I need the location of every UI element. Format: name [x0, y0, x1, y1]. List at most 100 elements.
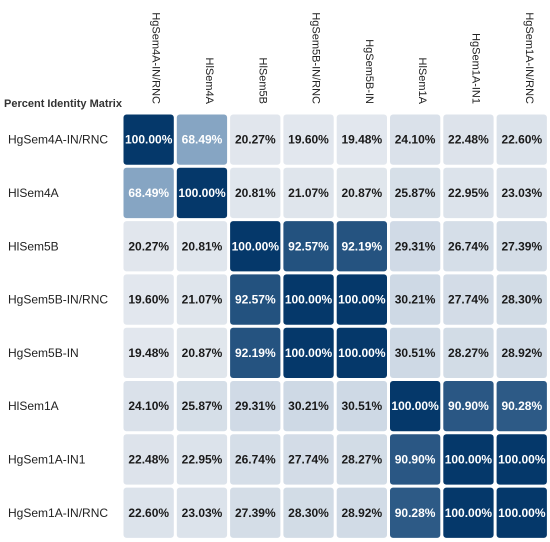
heatmap-cell-hlsem1a-hlsem1a	[390, 381, 441, 432]
cell-value-label: 28.27%	[341, 452, 382, 466]
cell-value-label: 25.87%	[182, 399, 223, 413]
heatmap-cell-hlsem5b-hgsem1a-in1	[443, 221, 494, 272]
row-label-hgsem4a-in-rnc: HgSem4A-IN/RNC	[8, 133, 108, 147]
column-label-hlsem5b: HlSem5B	[256, 58, 268, 104]
heatmap-cell-hlsem1a-hgsem4a-in-rnc	[123, 381, 174, 432]
column-label-hgsem5b-in: HgSem5B-IN	[363, 39, 375, 104]
heatmap-cell-hgsem1a-in-rnc-hgsem1a-in-rnc	[496, 487, 547, 538]
cell-value-label: 22.60%	[128, 506, 169, 520]
row-label-hgsem5b-in: HgSem5B-IN	[8, 346, 79, 360]
heatmap-cell-hlsem4a-hgsem1a-in-rnc	[496, 167, 547, 219]
cell-value-label: 20.87%	[341, 186, 382, 200]
row-label-hlsem4a: HlSem4A	[8, 186, 59, 200]
heatmap-cell-hlsem5b-hlsem4a	[176, 221, 228, 272]
heatmap-cell-hlsem1a-hgsem1a-in1	[443, 381, 494, 432]
heatmap-cell-hgsem4a-in-rnc-hgsem1a-in1	[443, 114, 494, 165]
heatmap-cell-hlsem1a-hgsem5b-in	[336, 381, 387, 432]
cell-value-label: 19.60%	[128, 293, 169, 307]
heatmap-cell-hgsem5b-in-rnc-hlsem1a	[390, 274, 441, 325]
column-label-hlsem1a: HlSem1A	[416, 58, 428, 105]
cell-value-label: 21.07%	[182, 293, 223, 307]
heatmap-cell-hgsem1a-in-rnc-hlsem4a	[176, 487, 228, 538]
cell-value-label: 27.74%	[448, 293, 489, 307]
heatmap-cell-hgsem5b-in-hgsem5b-in	[336, 327, 387, 378]
heatmap-cell-hlsem4a-hlsem1a	[390, 167, 441, 219]
cell-value-label: 22.48%	[448, 133, 489, 147]
heatmap-cell-hlsem4a-hgsem5b-in	[336, 167, 387, 219]
cell-value-label: 92.57%	[288, 239, 329, 253]
cell-value-label: 90.28%	[395, 506, 436, 520]
cell-value-label: 29.31%	[395, 239, 436, 253]
heatmap-cell-hgsem5b-in-hlsem1a	[390, 327, 441, 378]
heatmap-cell-hgsem5b-in-hlsem5b	[230, 327, 281, 378]
heatmap-cell-hgsem5b-in-rnc-hgsem5b-in	[336, 274, 387, 325]
cell-value-label: 20.81%	[235, 186, 276, 200]
column-label-hgsem5b-in-rnc: HgSem5B-IN/RNC	[310, 12, 322, 104]
cell-value-label: 68.49%	[128, 186, 169, 200]
cell-value-label: 26.74%	[235, 452, 276, 466]
heatmap-cell-hlsem1a-hgsem1a-in-rnc	[496, 381, 547, 432]
heatmap-cell-hlsem5b-hlsem5b	[230, 221, 281, 272]
heatmap-cell-hgsem5b-in-rnc-hgsem1a-in-rnc	[496, 274, 547, 325]
column-label-hgsem1a-in1: HgSem1A-IN1	[469, 33, 481, 104]
heatmap-cell-hlsem1a-hlsem5b	[230, 381, 281, 432]
heatmap-cell-hlsem5b-hgsem1a-in-rnc	[496, 221, 547, 272]
heatmap-cell-hlsem5b-hgsem5b-in-rnc	[283, 221, 334, 272]
heatmap-cell-hgsem4a-in-rnc-hlsem1a	[390, 114, 441, 165]
cell-value-label: 90.90%	[448, 399, 489, 413]
heatmap-cell-hlsem4a-hgsem1a-in1	[443, 167, 494, 219]
heatmap-cell-hgsem5b-in-rnc-hgsem5b-in-rnc	[283, 274, 334, 325]
cell-value-label: 28.30%	[501, 293, 542, 307]
cell-value-label: 100.00%	[445, 506, 493, 520]
heatmap-cell-hgsem5b-in-hgsem1a-in1	[443, 327, 494, 378]
heatmap-cell-hgsem5b-in-rnc-hlsem5b	[230, 274, 281, 325]
cell-value-label: 100.00%	[445, 452, 493, 466]
cell-value-label: 100.00%	[391, 399, 439, 413]
heatmap-cell-hlsem4a-hgsem4a-in-rnc	[123, 167, 174, 219]
heatmap-cell-hgsem1a-in1-hgsem1a-in-rnc	[496, 434, 547, 485]
heatmap-cell-hgsem1a-in1-hlsem1a	[390, 434, 441, 485]
cell-value-label: 19.60%	[288, 133, 329, 147]
matrix-cells: 100.00% 68.49% 20.27% 19.60% 19.48% 24.10% 22.…	[123, 114, 547, 538]
heatmap-cell-hgsem1a-in1-hgsem5b-in	[336, 434, 387, 485]
cell-value-label: 20.87%	[182, 346, 223, 360]
cell-value-label: 30.51%	[395, 346, 436, 360]
row-label-hgsem1a-in1: HgSem1A-IN1	[8, 452, 86, 466]
column-label-hgsem1a-in-rnc: HgSem1A-IN/RNC	[523, 12, 535, 104]
cell-value-label: 22.95%	[182, 452, 223, 466]
row-label-hgsem5b-in-rnc: HgSem5B-IN/RNC	[8, 293, 108, 307]
heatmap-cell-hgsem1a-in-rnc-hgsem5b-in-rnc	[283, 487, 334, 538]
cell-value-label: 28.30%	[288, 506, 329, 520]
heatmap-cell-hgsem5b-in-rnc-hlsem4a	[176, 274, 228, 325]
heatmap-cell-hlsem5b-hlsem1a	[390, 221, 441, 272]
chart-title: Percent Identity Matrix	[4, 98, 123, 110]
cell-value-label: 22.95%	[448, 186, 489, 200]
cell-value-label: 28.92%	[341, 506, 382, 520]
cell-value-label: 20.27%	[235, 133, 276, 147]
heatmap-cell-hgsem4a-in-rnc-hlsem5b	[230, 114, 281, 165]
cell-value-label: 30.21%	[395, 293, 436, 307]
cell-value-label: 24.10%	[395, 133, 436, 147]
cell-value-label: 92.57%	[235, 293, 276, 307]
cell-value-label: 100.00%	[285, 293, 333, 307]
heatmap-cell-hlsem1a-hgsem5b-in-rnc	[283, 381, 334, 432]
heatmap-cell-hgsem5b-in-rnc-hgsem1a-in1	[443, 274, 494, 325]
heatmap-cell-hgsem1a-in-rnc-hlsem5b	[230, 487, 281, 538]
heatmap-cell-hlsem5b-hgsem5b-in	[336, 221, 387, 272]
cell-value-label: 20.27%	[128, 239, 169, 253]
heatmap-cell-hlsem1a-hlsem4a	[176, 381, 228, 432]
column-label-hlsem4a: HlSem4A	[203, 58, 215, 105]
heatmap-cell-hgsem5b-in-hgsem1a-in-rnc	[496, 327, 547, 378]
row-label-hlsem5b: HlSem5B	[8, 239, 59, 253]
cell-value-label: 28.92%	[501, 346, 542, 360]
heatmap-cell-hgsem1a-in1-hgsem4a-in-rnc	[123, 434, 174, 485]
cell-value-label: 100.00%	[285, 346, 333, 360]
cell-value-label: 28.27%	[448, 346, 489, 360]
cell-value-label: 30.51%	[341, 399, 382, 413]
cell-value-label: 24.10%	[128, 399, 169, 413]
cell-value-label: 22.60%	[501, 133, 542, 147]
cell-value-label: 100.00%	[338, 346, 386, 360]
heatmap-cell-hgsem1a-in1-hlsem5b	[230, 434, 281, 485]
cell-value-label: 100.00%	[338, 293, 386, 307]
